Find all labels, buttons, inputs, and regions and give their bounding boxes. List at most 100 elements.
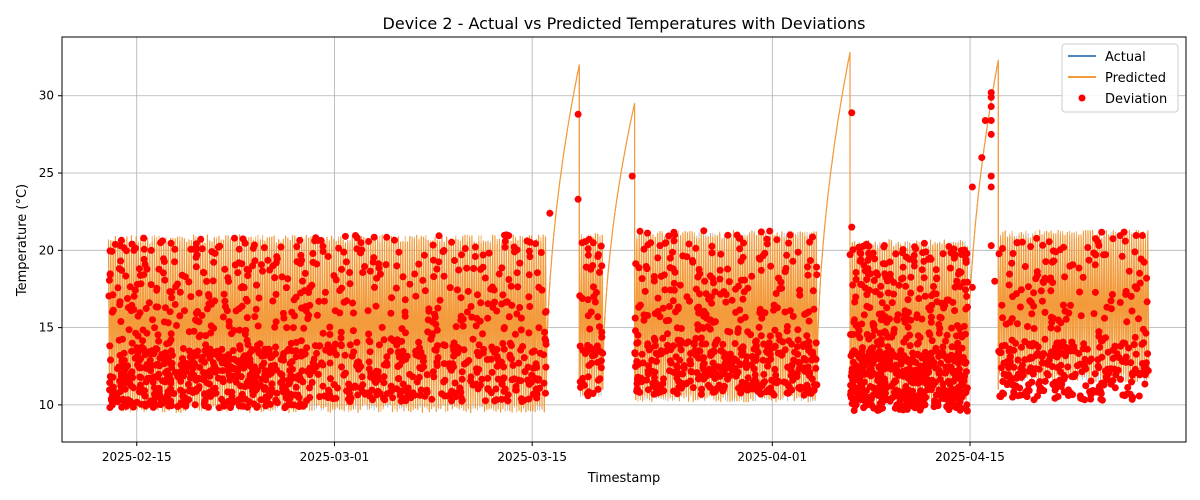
deviation-point xyxy=(690,341,698,348)
deviation-point xyxy=(306,384,313,392)
deviation-point xyxy=(1136,279,1144,287)
deviation-point xyxy=(272,290,280,298)
deviation-point xyxy=(457,316,465,324)
deviation-point xyxy=(1128,307,1136,315)
deviation-point xyxy=(933,298,941,306)
deviation-point xyxy=(224,388,232,396)
deviation-point xyxy=(498,300,506,308)
deviation-point xyxy=(107,356,114,364)
deviation-point xyxy=(757,266,765,274)
deviation-point xyxy=(506,339,514,347)
deviation-point xyxy=(904,323,912,331)
deviation-point xyxy=(706,383,714,391)
deviation-point xyxy=(292,347,300,355)
deviation-point xyxy=(882,396,890,404)
deviation-point xyxy=(796,291,804,299)
deviation-point xyxy=(742,385,750,393)
deviation-point xyxy=(141,387,149,395)
deviation-point xyxy=(514,283,522,291)
deviation-point xyxy=(1084,244,1092,251)
deviation-point xyxy=(987,183,995,191)
legend-box xyxy=(1061,43,1179,113)
deviation-point xyxy=(286,367,294,374)
deviation-point xyxy=(1042,258,1050,266)
deviation-point xyxy=(487,355,495,363)
deviation-point xyxy=(1123,318,1131,326)
deviation-point xyxy=(135,265,143,273)
deviation-point xyxy=(1012,382,1020,390)
deviation-point xyxy=(201,397,209,405)
deviation-point xyxy=(1064,363,1072,371)
deviation-point xyxy=(1067,301,1074,309)
deviation-point xyxy=(813,271,821,279)
deviation-point xyxy=(999,314,1007,322)
deviation-point xyxy=(493,362,501,370)
deviation-point xyxy=(240,360,247,368)
deviation-point xyxy=(1028,354,1036,362)
deviation-point xyxy=(848,223,856,231)
y-tick-label: 25 xyxy=(39,166,54,180)
deviation-point xyxy=(1039,386,1047,394)
deviation-point xyxy=(479,251,487,259)
deviation-point xyxy=(710,279,717,287)
deviation-point xyxy=(458,251,465,259)
deviation-point xyxy=(927,255,935,263)
deviation-point xyxy=(700,227,708,235)
deviation-point xyxy=(174,280,181,288)
deviation-point xyxy=(306,301,314,309)
deviation-point xyxy=(673,362,681,370)
deviation-point xyxy=(665,232,673,240)
deviation-point xyxy=(387,347,394,355)
deviation-point xyxy=(316,342,324,350)
deviation-point xyxy=(1122,358,1130,366)
deviation-point xyxy=(313,349,320,357)
deviation-point xyxy=(517,326,525,334)
deviation-point xyxy=(1090,310,1098,318)
deviation-point xyxy=(197,235,205,243)
deviation-point xyxy=(451,389,459,397)
deviation-point xyxy=(935,329,943,337)
deviation-point xyxy=(951,283,959,291)
deviation-point xyxy=(189,365,197,372)
deviation-point xyxy=(594,358,602,366)
deviation-point xyxy=(292,338,300,346)
deviation-point xyxy=(742,364,750,371)
deviation-point xyxy=(167,330,175,338)
deviation-point xyxy=(191,401,199,409)
deviation-point xyxy=(722,298,730,306)
deviation-point xyxy=(220,290,228,298)
deviation-point xyxy=(1005,371,1012,379)
deviation-point xyxy=(717,290,724,298)
deviation-point xyxy=(242,326,250,334)
deviation-point xyxy=(897,357,905,365)
deviation-point xyxy=(1079,273,1087,281)
deviation-point xyxy=(429,241,437,249)
deviation-point xyxy=(1030,325,1038,332)
deviation-point xyxy=(932,344,940,352)
deviation-point xyxy=(399,273,407,281)
deviation-point xyxy=(872,288,880,296)
deviation-point xyxy=(421,287,429,295)
deviation-point xyxy=(939,349,947,357)
deviation-point xyxy=(1008,259,1016,267)
deviation-point xyxy=(161,304,169,312)
deviation-point xyxy=(717,250,725,258)
deviation-point xyxy=(271,323,279,331)
deviation-point xyxy=(293,243,301,251)
deviation-point xyxy=(533,390,541,398)
deviation-point xyxy=(907,273,915,281)
deviation-point xyxy=(113,394,121,402)
deviation-point xyxy=(1008,336,1016,344)
deviation-point xyxy=(771,365,779,373)
deviation-point xyxy=(108,247,116,255)
deviation-point xyxy=(357,249,364,257)
deviation-point xyxy=(1049,380,1057,388)
deviation-point xyxy=(875,406,883,414)
deviation-point xyxy=(764,357,772,365)
deviation-point xyxy=(1013,320,1021,328)
deviation-point xyxy=(337,334,345,342)
deviation-point xyxy=(1034,343,1042,351)
deviation-point xyxy=(425,307,433,315)
deviation-point xyxy=(541,328,549,336)
deviation-point xyxy=(319,361,327,369)
